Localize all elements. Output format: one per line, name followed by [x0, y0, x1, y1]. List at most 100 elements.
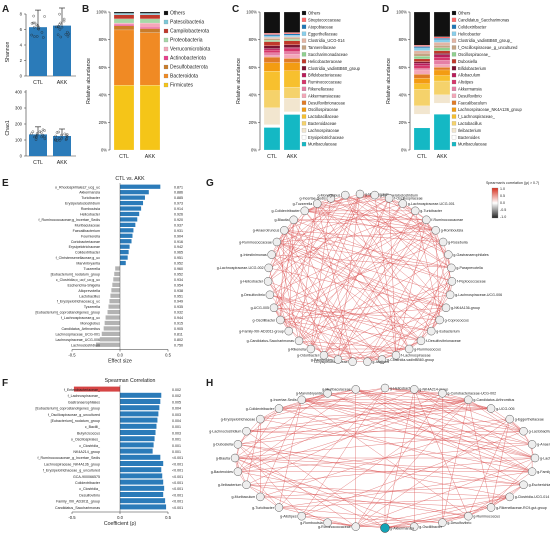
- h-node[interactable]: [505, 492, 514, 502]
- h-node[interactable]: [351, 385, 360, 394]
- h-node[interactable]: [351, 522, 360, 531]
- h-node[interactable]: [464, 511, 473, 521]
- g-node[interactable]: [267, 250, 276, 259]
- h-node[interactable]: [242, 426, 251, 436]
- f-row-label: c_Bacilli_: [85, 425, 101, 429]
- h-node[interactable]: [297, 511, 306, 521]
- g-node[interactable]: [445, 290, 455, 300]
- h-node[interactable]: [297, 395, 306, 405]
- g-node[interactable]: [300, 206, 309, 216]
- h-node[interactable]: [530, 453, 540, 463]
- f-bar: [73, 386, 120, 392]
- g-node[interactable]: [431, 226, 440, 235]
- h-node[interactable]: [519, 480, 528, 490]
- g-node[interactable]: [326, 194, 336, 203]
- g-node[interactable]: [435, 315, 444, 325]
- g-node[interactable]: [289, 215, 298, 225]
- h-node-label: g-Lactobacillus: [529, 430, 550, 434]
- h-node[interactable]: [410, 385, 419, 394]
- panel-h: H g-Helicobacter g-NK4A214-group g-Corioba…: [200, 374, 550, 538]
- g-node[interactable]: [391, 351, 401, 360]
- h-node[interactable]: [486, 503, 496, 512]
- a-shannon-point: [58, 12, 61, 16]
- c-legend-label: Akkermansiaceae: [308, 93, 341, 98]
- f-row-value: 0.005: [172, 400, 181, 404]
- g-node[interactable]: [441, 303, 451, 313]
- d-legend-label: f_Lachnospiraceae_: [458, 114, 496, 119]
- g-node[interactable]: [284, 326, 293, 336]
- g-node[interactable]: [411, 206, 420, 216]
- g-node[interactable]: [438, 237, 448, 247]
- g-node[interactable]: [272, 237, 282, 247]
- d-legend-swatch: [451, 121, 457, 126]
- h-node[interactable]: [242, 480, 251, 490]
- g-node[interactable]: [312, 199, 322, 208]
- g-node-label: f-Erysipelotrichaceae: [314, 360, 348, 364]
- h-node[interactable]: [380, 383, 390, 393]
- c-legend-swatch: [301, 45, 307, 50]
- d-segment: [413, 62, 431, 66]
- g-node[interactable]: [370, 190, 380, 200]
- d-legend-label: Bifidobacterium: [458, 66, 487, 71]
- h-node[interactable]: [230, 453, 240, 463]
- h-node[interactable]: [233, 440, 243, 449]
- h-node[interactable]: [464, 395, 473, 405]
- f-row-value: <0.001: [172, 481, 183, 485]
- g-node[interactable]: [348, 357, 357, 366]
- h-node[interactable]: [233, 467, 243, 476]
- g-edge: [273, 219, 427, 308]
- g-node[interactable]: [333, 355, 343, 364]
- g-node[interactable]: [398, 199, 408, 208]
- g-node[interactable]: [447, 263, 456, 273]
- g-node[interactable]: [404, 344, 414, 354]
- e-row-value: 0.935: [174, 305, 183, 309]
- h-node[interactable]: [438, 389, 447, 398]
- a-shannon-point: [33, 21, 37, 25]
- h-node[interactable]: [519, 426, 528, 436]
- h-node[interactable]: [256, 414, 265, 424]
- g-node[interactable]: [444, 250, 453, 259]
- g-node[interactable]: [447, 277, 457, 286]
- c-legend-swatch: [301, 93, 307, 98]
- g-node[interactable]: [263, 277, 273, 286]
- h-node[interactable]: [486, 404, 496, 413]
- g-node[interactable]: [416, 336, 426, 346]
- h-node[interactable]: [323, 518, 332, 527]
- h-node[interactable]: [505, 414, 514, 424]
- g-node[interactable]: [319, 351, 329, 360]
- f-xtick: -0.5: [68, 515, 76, 520]
- g-node[interactable]: [427, 326, 436, 336]
- a-chao1-point: [31, 130, 35, 134]
- d-ytick: 40%: [399, 92, 408, 97]
- g-node[interactable]: [276, 315, 285, 325]
- h-node-label: g-Erysipelotrichaceae: [221, 417, 256, 421]
- e-row-label: Monoglobus: [80, 322, 100, 326]
- h-node[interactable]: [527, 440, 537, 449]
- g-node[interactable]: [265, 290, 275, 300]
- h-akkermansia-node-highlight[interactable]: [380, 523, 390, 533]
- h-node[interactable]: [527, 467, 537, 476]
- g-edge: [276, 203, 318, 243]
- g-node[interactable]: [355, 189, 365, 199]
- g-node[interactable]: [280, 226, 289, 235]
- g-node[interactable]: [384, 194, 394, 203]
- g-node[interactable]: [363, 357, 372, 366]
- g-node[interactable]: [422, 215, 431, 225]
- h-node[interactable]: [256, 492, 265, 502]
- h-node[interactable]: [438, 518, 447, 527]
- g-node[interactable]: [269, 303, 279, 313]
- g-edge: [431, 267, 452, 332]
- g-edge: [323, 307, 447, 356]
- g-node[interactable]: [377, 355, 387, 364]
- g-edge: [304, 194, 346, 212]
- h-edge: [234, 457, 386, 529]
- h-node[interactable]: [410, 522, 419, 531]
- h-node[interactable]: [274, 503, 284, 512]
- h-node[interactable]: [274, 404, 284, 413]
- g-node[interactable]: [264, 263, 273, 273]
- c-legend-label: Streptococcaceae: [308, 18, 341, 23]
- g-node[interactable]: [306, 344, 316, 354]
- g-node[interactable]: [294, 336, 304, 346]
- g-node[interactable]: [340, 190, 350, 200]
- h-node[interactable]: [323, 389, 332, 398]
